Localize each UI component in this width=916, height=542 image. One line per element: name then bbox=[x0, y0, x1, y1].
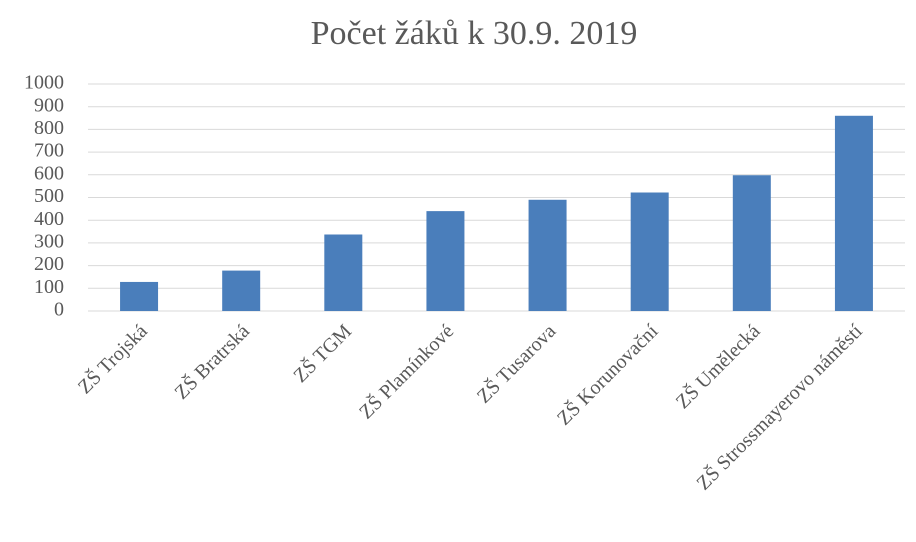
x-tick-label: ZŠ Trojská bbox=[72, 319, 152, 399]
y-tick-label: 200 bbox=[34, 253, 64, 275]
bar bbox=[630, 192, 669, 311]
bar bbox=[324, 234, 363, 311]
bar bbox=[834, 115, 873, 311]
y-tick-label: 900 bbox=[34, 94, 64, 116]
y-tick-label: 0 bbox=[54, 299, 64, 321]
x-tick-label: ZŠ Plamínkové bbox=[354, 319, 459, 424]
y-tick-label: 800 bbox=[34, 117, 64, 139]
y-tick-label: 100 bbox=[34, 276, 64, 298]
bar bbox=[120, 281, 159, 311]
x-tick-label: ZŠ Bratrská bbox=[169, 319, 254, 404]
bar bbox=[222, 270, 261, 311]
bar bbox=[426, 211, 465, 311]
bar bbox=[732, 175, 771, 311]
y-tick-label: 500 bbox=[34, 185, 64, 207]
x-tick-label: ZŠ Strossmayerovo náměstí bbox=[691, 319, 867, 495]
x-tick-label: ZŠ Tusarova bbox=[471, 319, 560, 408]
y-tick-label: 700 bbox=[34, 140, 64, 162]
chart-title: Počet žáků k 30.9. 2019 bbox=[311, 15, 638, 52]
y-tick-label: 400 bbox=[34, 208, 64, 230]
x-tick-label: ZŠ Korunovační bbox=[552, 319, 663, 430]
x-tick-label: ZŠ Umělecká bbox=[670, 319, 764, 413]
bar bbox=[528, 199, 567, 311]
y-tick-label: 300 bbox=[34, 230, 64, 252]
y-tick-label: 600 bbox=[34, 162, 64, 184]
y-tick-label: 1000 bbox=[24, 72, 64, 94]
x-tick-label: ZŠ TGM bbox=[288, 319, 356, 387]
